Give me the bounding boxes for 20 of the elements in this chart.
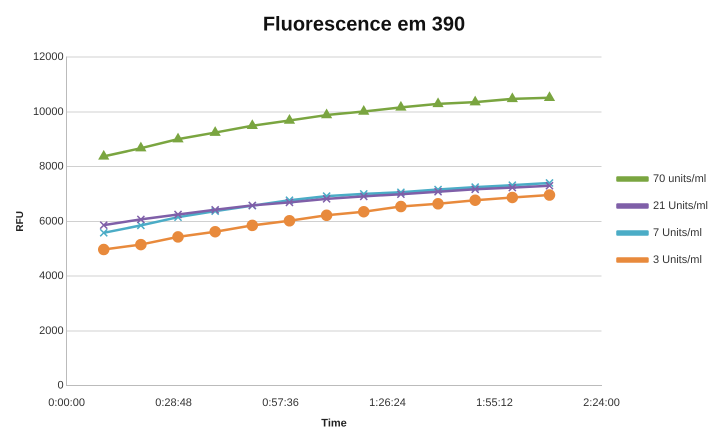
x-tick-label: 0:28:48 xyxy=(155,397,192,410)
x-tick-label: 0:57:36 xyxy=(262,397,299,410)
x-tick-label: 1:26:24 xyxy=(369,397,406,410)
y-tick-label: 8000 xyxy=(39,160,64,173)
y-tick-label: 10000 xyxy=(32,106,64,118)
y-axis-title: RFU xyxy=(14,211,26,232)
legend-label: 70 units/ml xyxy=(652,173,706,186)
y-tick-label: 4000 xyxy=(39,270,64,282)
x-tick-label: 2:24:00 xyxy=(583,397,620,410)
chart-title: Fluorescence em 390 xyxy=(262,14,466,36)
legend-label: 21 Units/ml xyxy=(652,200,708,212)
x-tick-label: 1:55:12 xyxy=(476,397,513,410)
legend-label: 3 Units/ml xyxy=(652,254,702,266)
y-tick-label: 6000 xyxy=(39,215,64,228)
legend-label: 7 Units/ml xyxy=(652,227,702,240)
x-tick-label: 0:00:00 xyxy=(48,397,85,410)
x-axis-title: Time xyxy=(321,417,347,430)
y-tick-label: 2000 xyxy=(39,324,64,337)
y-tick-label: 0 xyxy=(57,380,64,392)
y-tick-label: 12000 xyxy=(32,51,64,64)
